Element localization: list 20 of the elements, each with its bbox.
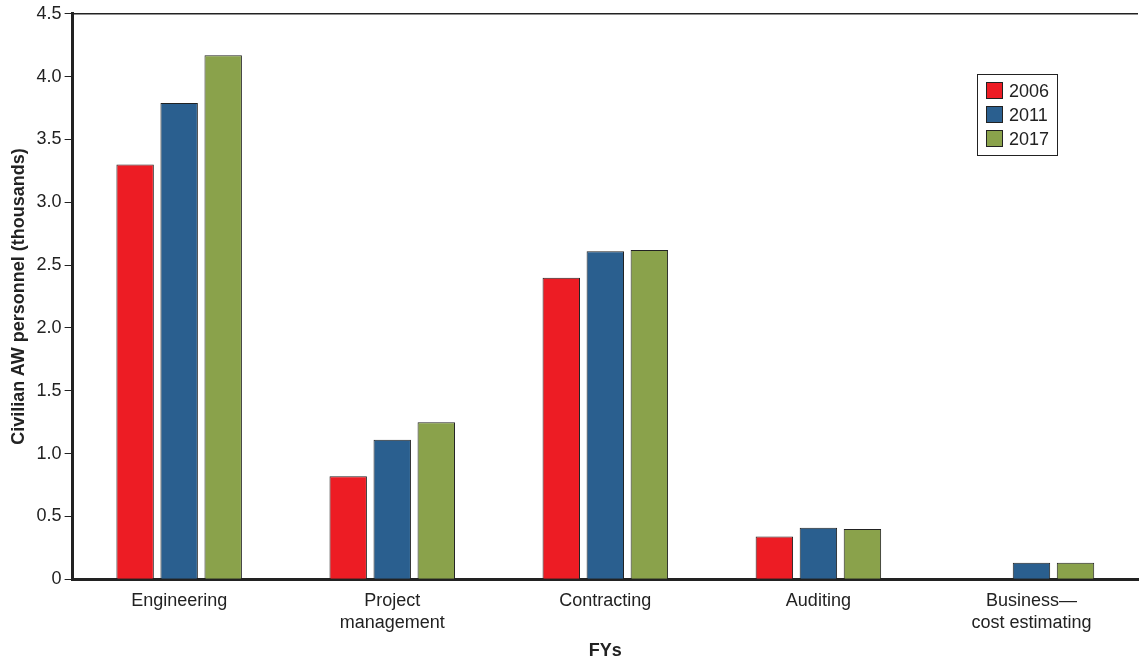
x-tick-label: Engineering [131, 589, 228, 610]
legend-label: 2006 [1008, 79, 1049, 103]
x-tick-label: Contracting [559, 589, 652, 610]
x-tick-label: Project management [339, 589, 445, 632]
y-tick-label: 4.0 [36, 65, 62, 86]
y-tick-label: 0 [51, 568, 62, 589]
y-tick-label: 3.0 [36, 191, 62, 212]
legend-label: 2011 [1008, 103, 1048, 127]
y-tick-label: 1.5 [36, 379, 62, 400]
x-axis-title: FYs [588, 640, 622, 661]
legend-label: 2017 [1008, 127, 1049, 151]
y-tick-label: 4.5 [36, 2, 62, 23]
y-tick-label: 1.0 [36, 442, 62, 463]
y-tick-label: 2.0 [36, 316, 62, 337]
y-axis-title: Civilian AW personnel (thousands) [7, 148, 28, 445]
y-tick-label: 0.5 [36, 505, 62, 526]
x-tick-label: Business— cost estimating [971, 589, 1092, 632]
x-tick-label: Auditing [785, 589, 851, 610]
y-tick-label: 3.5 [36, 128, 62, 149]
y-tick-label: 2.5 [36, 254, 62, 275]
